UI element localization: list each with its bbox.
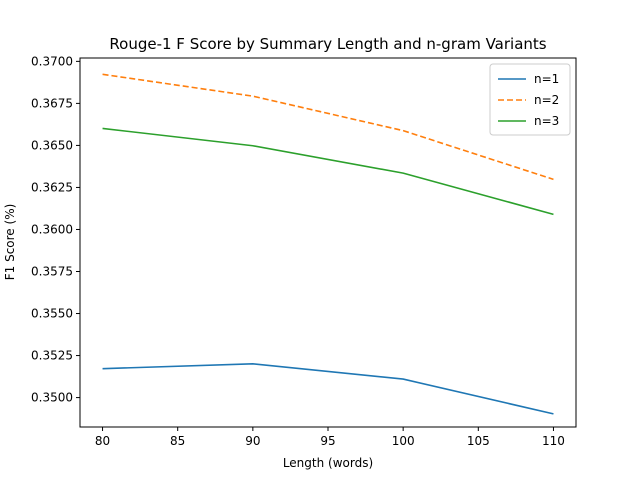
x-tick-label: 85 xyxy=(170,434,185,448)
y-axis-label: F1 Score (%) xyxy=(3,204,17,281)
x-axis-label: Length (words) xyxy=(283,456,373,470)
x-axis-ticks: 80 85 90 95 100 105 110 xyxy=(95,427,565,448)
y-tick-label: 0.3700 xyxy=(31,54,73,68)
x-tick-label: 80 xyxy=(95,434,110,448)
y-tick-label: 0.3600 xyxy=(31,222,73,236)
x-tick-label: 90 xyxy=(245,434,260,448)
y-tick-label: 0.3675 xyxy=(31,96,73,110)
y-tick-label: 0.3525 xyxy=(31,349,73,363)
y-axis-ticks: 0.3500 0.3525 0.3550 0.3575 0.3600 0.3625 0.36… xyxy=(31,54,80,405)
legend-box xyxy=(489,63,571,136)
y-tick-label: 0.3625 xyxy=(31,180,73,194)
x-tick-label: 110 xyxy=(542,434,565,448)
y-tick-label: 0.3550 xyxy=(31,307,73,321)
x-tick-label: 100 xyxy=(392,434,415,448)
x-tick-label: 105 xyxy=(467,434,490,448)
legend-label: n=3 xyxy=(534,114,559,128)
legend: n=1 n=2 n=3 xyxy=(489,63,571,136)
y-tick-label: 0.3650 xyxy=(31,138,73,152)
plot-lines xyxy=(102,73,554,415)
series-line-1 xyxy=(102,362,554,415)
y-tick-label: 0.3575 xyxy=(31,264,73,278)
chart-title: Rouge-1 F Score by Summary Length and n-… xyxy=(109,35,546,53)
x-tick-label: 95 xyxy=(320,434,335,448)
y-tick-label: 0.3500 xyxy=(31,391,73,405)
legend-label: n=2 xyxy=(534,93,559,107)
series-line-2 xyxy=(102,73,554,181)
legend-label: n=1 xyxy=(534,72,559,86)
series-line-3 xyxy=(102,127,554,216)
